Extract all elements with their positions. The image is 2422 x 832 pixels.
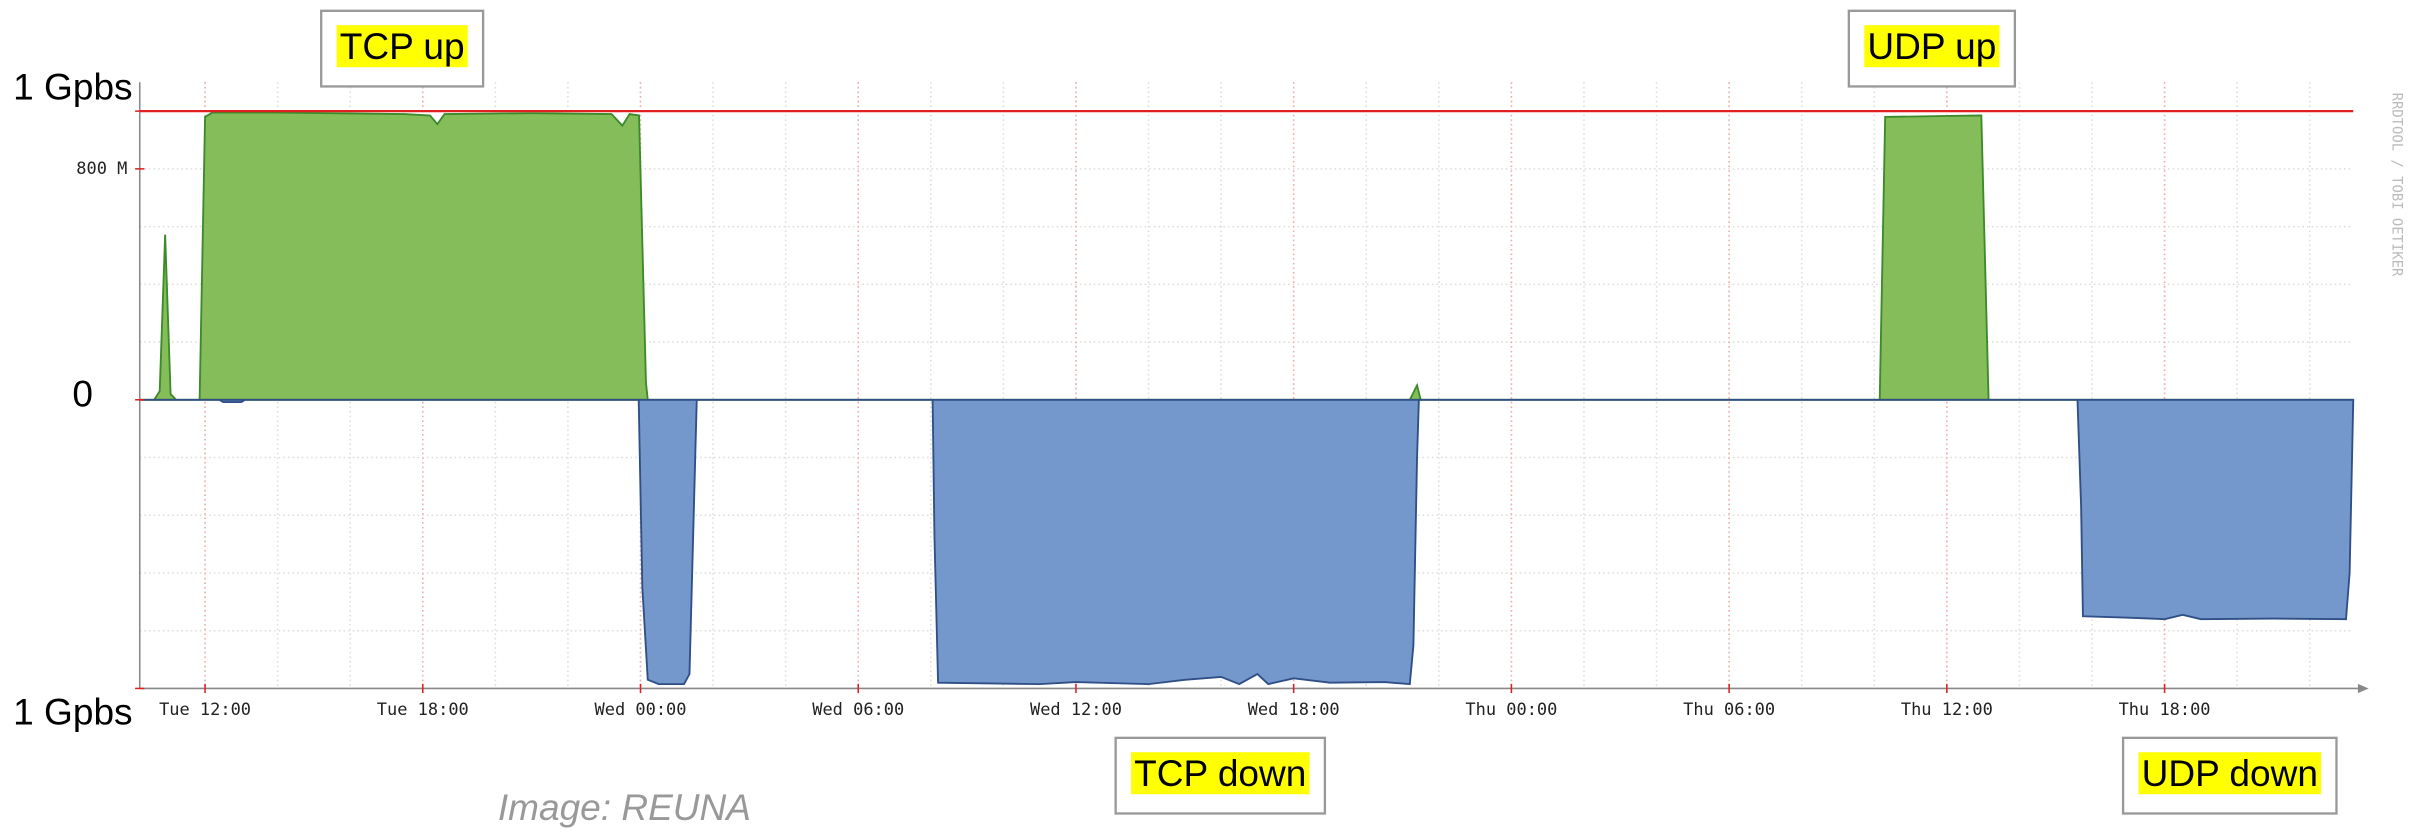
x-tick-label: Thu 00:00 — [1465, 700, 1557, 720]
y-tick-label: 0 — [72, 372, 93, 414]
x-tick-label: Wed 18:00 — [1248, 700, 1340, 720]
annotation: TCP down — [1134, 752, 1306, 794]
annotation-highlight — [1864, 25, 2000, 68]
y-tick-label: 1 Gpbs — [13, 65, 132, 107]
annotation-highlight — [336, 25, 468, 68]
x-tick-label: Thu 12:00 — [1901, 700, 1993, 720]
credit: Image: REUNA — [498, 786, 751, 828]
area — [139, 111, 2354, 401]
annotation: UDP down — [2142, 752, 2318, 794]
area — [139, 398, 2355, 686]
y-tick-label: 800 M — [76, 159, 127, 179]
y-tick-label: 1 Gpbs — [13, 690, 132, 732]
x-tick-label: Wed 12:00 — [1030, 700, 1122, 720]
x-tick-label: Thu 06:00 — [1683, 700, 1775, 720]
annotation-highlight — [1131, 752, 1310, 795]
annotation: UDP up — [1867, 25, 1996, 67]
x-tick-label: Wed 00:00 — [595, 700, 687, 720]
x-tick-label: Wed 06:00 — [812, 700, 904, 720]
x-tick-label: Tue 12:00 — [159, 700, 251, 720]
axis-arrow — [2357, 683, 2369, 694]
x-tick-label: Tue 18:00 — [377, 700, 469, 720]
x-tick-label: Thu 18:00 — [2119, 700, 2211, 720]
watermark: RRDTOOL / TOBI OETIKER — [2388, 93, 2404, 277]
annotation: TCP up — [340, 25, 465, 67]
annotation-highlight — [2138, 752, 2322, 795]
